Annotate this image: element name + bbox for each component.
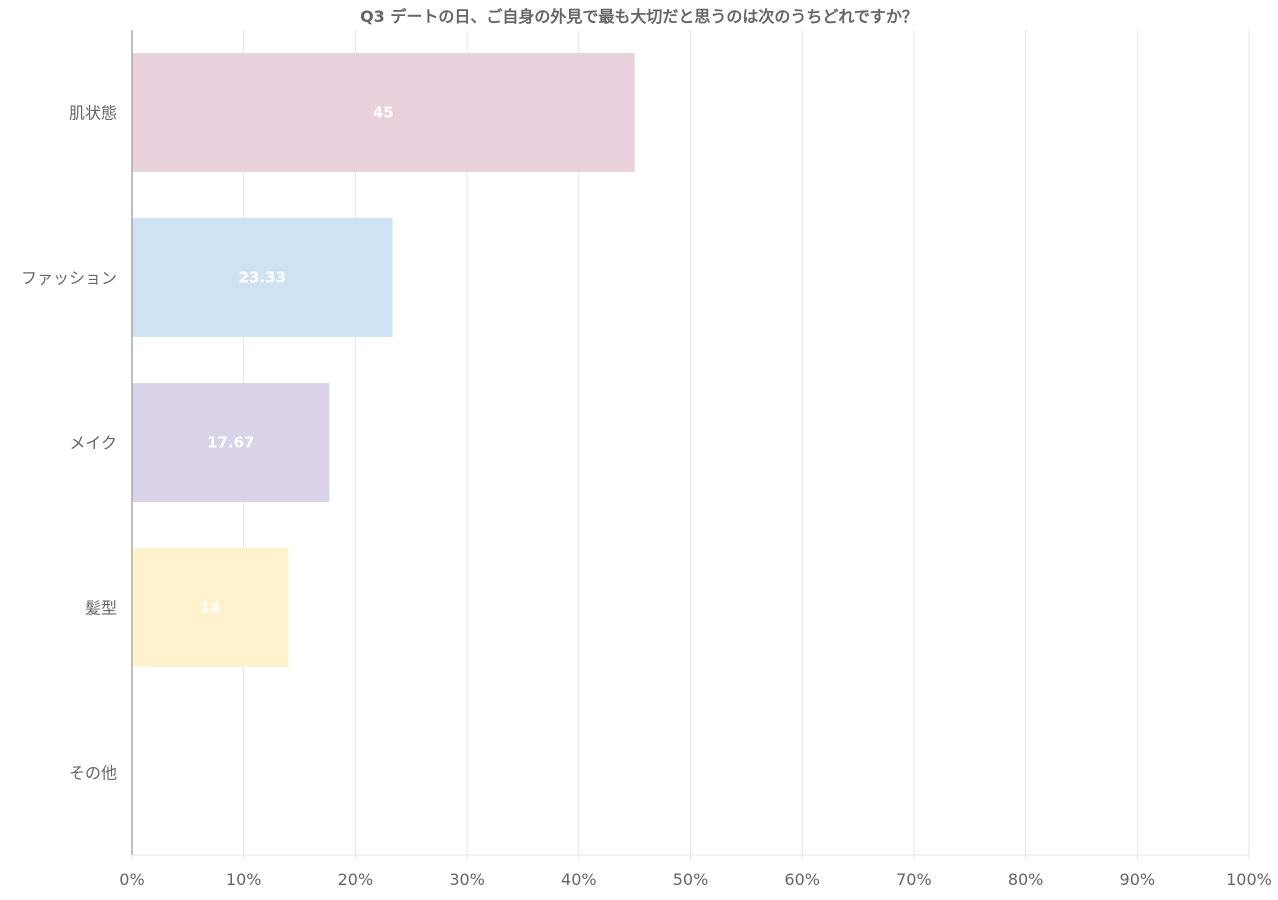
x-tick-label: 50% <box>673 870 709 889</box>
data-label: 17.67 <box>207 434 254 452</box>
bar <box>132 218 393 337</box>
category-label: ファッション <box>21 269 117 288</box>
bar <box>132 53 635 172</box>
data-label: 45 <box>373 104 394 122</box>
category-label: 髪型 <box>85 599 117 618</box>
chart-title: Q3 デートの日、ご自身の外見で最も大切だと思うのは次のうちどれですか？ <box>360 7 918 26</box>
data-label: 23.33 <box>239 269 286 287</box>
axes <box>131 30 1249 856</box>
category-label: メイク <box>69 434 117 453</box>
x-tick-label: 70% <box>896 870 932 889</box>
labels: 0% 10% 20% 30% 40% 50% 60% 70% 80% 90% 100% 45 肌状態 23… <box>21 104 1272 890</box>
x-tick-label: 40% <box>561 870 597 889</box>
x-tick-label: 90% <box>1120 870 1156 889</box>
x-tick-label: 30% <box>449 870 485 889</box>
grid-lines <box>131 30 1250 860</box>
bars <box>132 53 635 667</box>
x-tick-label: 0% <box>119 870 144 889</box>
x-tick-label: 60% <box>784 870 820 889</box>
bar <box>132 383 330 502</box>
category-label: その他 <box>69 764 117 783</box>
x-tick-label: 20% <box>338 870 374 889</box>
x-tick-label: 100% <box>1226 870 1272 889</box>
x-tick-label: 10% <box>226 870 262 889</box>
x-tick-label: 80% <box>1008 870 1044 889</box>
data-label: 14 <box>200 599 221 617</box>
bar <box>132 548 289 667</box>
category-label: 肌状態 <box>69 104 117 123</box>
